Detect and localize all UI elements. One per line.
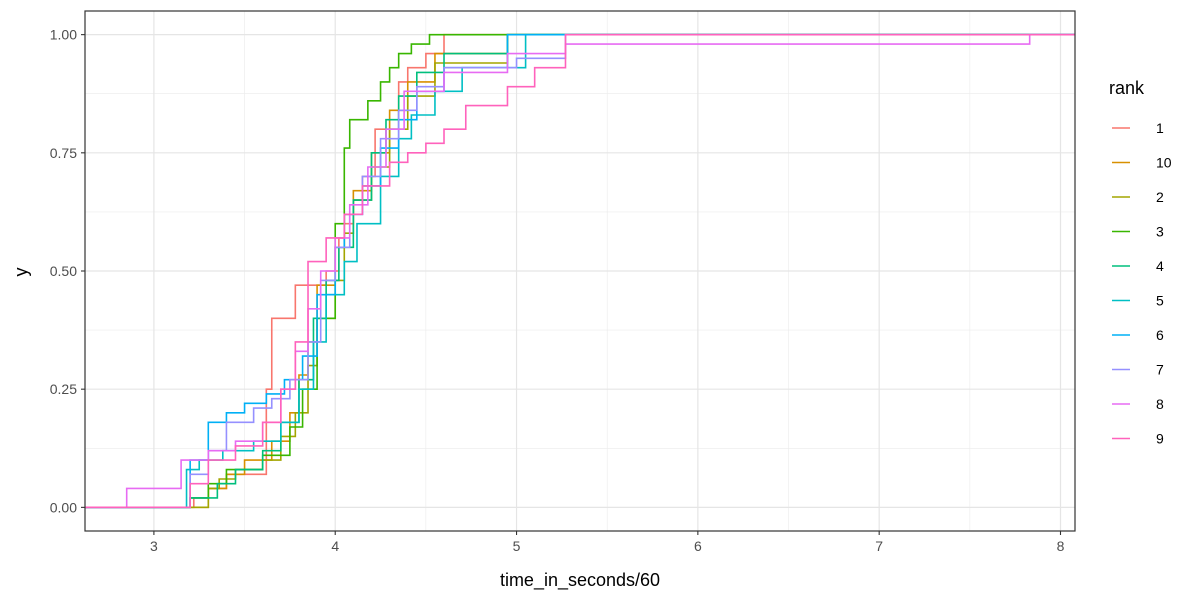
- x-axis-title: time_in_seconds/60: [500, 570, 660, 591]
- y-axis-title: y: [11, 268, 31, 277]
- y-tick-label: 0.50: [50, 263, 77, 279]
- x-tick-label: 3: [150, 538, 158, 554]
- x-tick-label: 7: [875, 538, 883, 554]
- y-tick-label: 0.75: [50, 145, 77, 161]
- x-tick-label: 5: [513, 538, 521, 554]
- x-tick-label: 8: [1057, 538, 1065, 554]
- legend-title: rank: [1109, 78, 1145, 98]
- y-tick-label: 1.00: [50, 27, 77, 43]
- series-line-rank-3: [85, 33, 1075, 509]
- legend-label-rank-8: 8: [1156, 396, 1164, 412]
- series-line-rank-9: [85, 33, 1075, 509]
- legend: 1 10 2 3 4 5 6 7 8 9: [1112, 120, 1172, 447]
- legend-label-rank-6: 6: [1156, 327, 1164, 343]
- legend-label-rank-5: 5: [1156, 293, 1164, 309]
- plot-area: 3 4 5 6 7 8 0.00 0.25 0.50 0.75 1.00: [50, 10, 1076, 554]
- legend-label-rank-1: 1: [1156, 120, 1164, 136]
- y-tick-label: 0.25: [50, 381, 77, 397]
- legend-label-rank-4: 4: [1156, 258, 1164, 274]
- x-tick-label: 4: [331, 538, 339, 554]
- x-tick-label: 6: [694, 538, 702, 554]
- y-tick-label: 0.00: [50, 499, 77, 515]
- legend-label-rank-7: 7: [1156, 362, 1164, 378]
- legend-label-rank-10: 10: [1156, 155, 1172, 171]
- series-line-rank-8: [85, 33, 1075, 509]
- legend-label-rank-9: 9: [1156, 431, 1164, 447]
- legend-label-rank-2: 2: [1156, 189, 1164, 205]
- legend-label-rank-3: 3: [1156, 224, 1164, 240]
